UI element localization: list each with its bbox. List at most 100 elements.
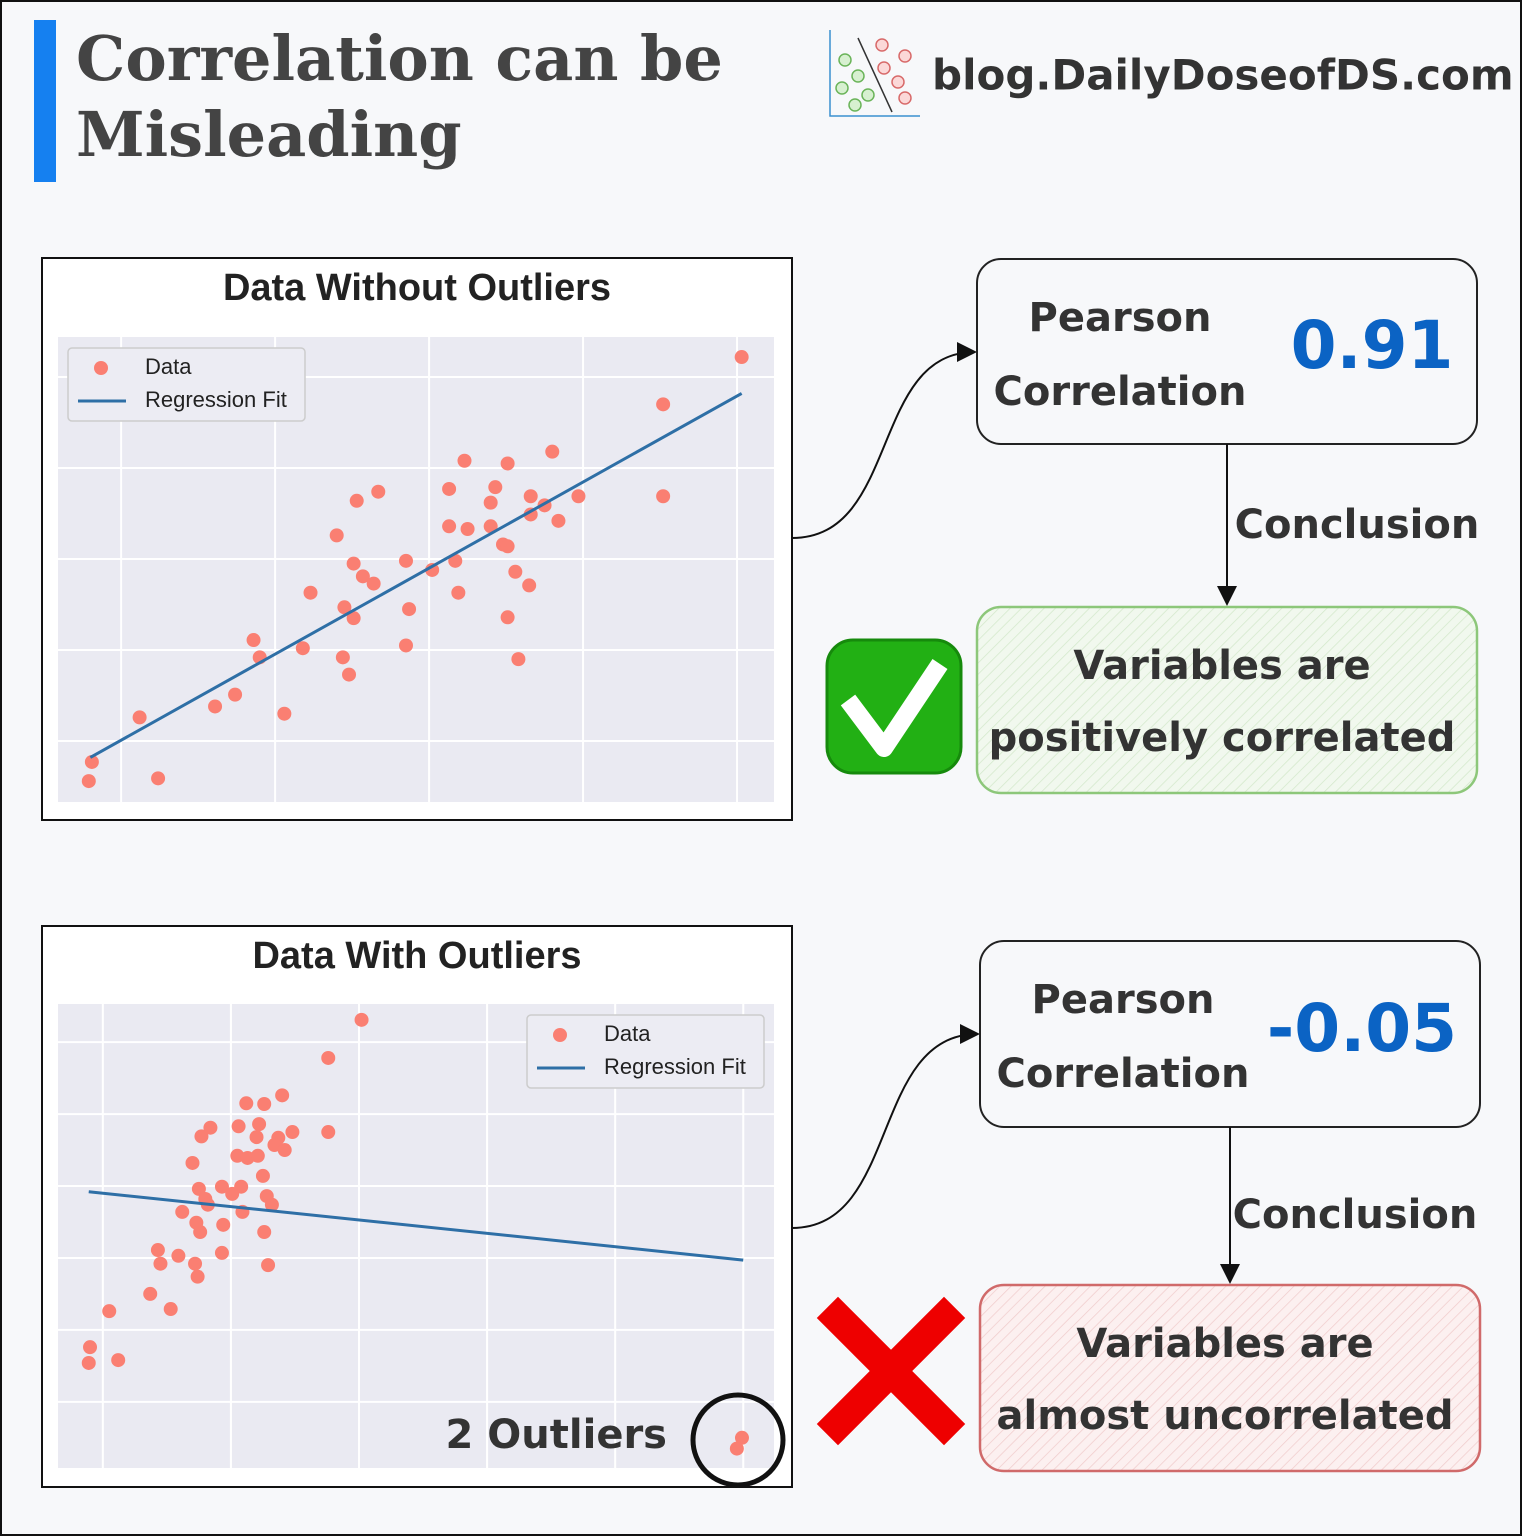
- metric-label: Correlation: [994, 369, 1247, 415]
- data-point: [729, 1441, 744, 1456]
- data-point: [231, 1119, 246, 1134]
- data-point: [261, 1258, 276, 1273]
- metric-label: Correlation: [997, 1051, 1250, 1097]
- data-point: [214, 1179, 229, 1194]
- data-point: [371, 484, 386, 499]
- data-point: [488, 480, 503, 495]
- legend-box: [67, 347, 306, 422]
- data-point: [508, 564, 523, 579]
- title: Misleading: [76, 98, 462, 171]
- data-point: [734, 1430, 749, 1445]
- data-point: [349, 493, 364, 508]
- data-point: [193, 1225, 208, 1240]
- data-point: [346, 611, 361, 626]
- cross-icon: [816, 1296, 966, 1446]
- data-point: [150, 1243, 165, 1258]
- data-point: [402, 602, 417, 617]
- data-point: [460, 522, 475, 537]
- data-point: [246, 633, 261, 648]
- regression-line: [88, 1190, 744, 1262]
- data-point: [337, 600, 352, 615]
- data-point: [656, 489, 671, 504]
- title: Correlation can be: [76, 22, 723, 95]
- accent-bar: [34, 20, 56, 182]
- data-point: [153, 1256, 168, 1271]
- data-point: [355, 569, 370, 584]
- data-point: [277, 706, 292, 721]
- data-point: [203, 1120, 218, 1135]
- data-point: [132, 710, 147, 725]
- data-point: [321, 1050, 336, 1065]
- chart: Data Without Outliers Data Regression Fit: [41, 257, 793, 821]
- data-point: [500, 539, 515, 554]
- data-point: [483, 495, 498, 510]
- data-point: [442, 519, 457, 534]
- data-point: [734, 350, 749, 365]
- data-point: [208, 699, 223, 714]
- data-point: [264, 1197, 279, 1212]
- data-point: [188, 1256, 203, 1271]
- data-point: [102, 1304, 117, 1319]
- chart-title: Data With Outliers: [252, 935, 581, 977]
- data-point: [354, 1012, 369, 1027]
- data-point: [275, 1088, 290, 1103]
- arrow-label: Conclusion: [1235, 502, 1480, 548]
- data-point: [185, 1155, 200, 1170]
- data-point: [239, 1096, 254, 1111]
- legend-label: Regression Fit: [145, 387, 287, 412]
- data-point: [335, 650, 350, 665]
- data-point: [163, 1302, 178, 1317]
- metric-label: Pearson: [1032, 977, 1215, 1023]
- data-point: [398, 638, 413, 653]
- data-point: [398, 553, 413, 568]
- data-point: [483, 519, 498, 534]
- data-point: [321, 1125, 336, 1140]
- conclusion-text: almost uncorrelated: [996, 1393, 1453, 1439]
- data-point: [571, 489, 586, 504]
- data-point: [255, 1168, 270, 1183]
- data-point: [225, 1186, 240, 1201]
- data-point: [194, 1129, 209, 1144]
- data-point: [303, 585, 318, 600]
- data-point: [81, 774, 96, 789]
- data-point: [171, 1248, 186, 1263]
- data-point: [214, 1245, 229, 1260]
- data-point: [257, 1225, 272, 1240]
- regression-line: [89, 392, 743, 759]
- data-point: [545, 444, 560, 459]
- data-point: [252, 1117, 267, 1132]
- arrow: [791, 342, 977, 539]
- data-point: [366, 576, 381, 591]
- data-point: [143, 1286, 158, 1301]
- data-point: [216, 1217, 231, 1232]
- arrow: [791, 1024, 980, 1229]
- data-point: [442, 481, 457, 496]
- arrow-label: Conclusion: [1233, 1192, 1478, 1238]
- data-point: [511, 652, 526, 667]
- data-point: [329, 528, 344, 543]
- site-url: blog.DailyDoseofDS.com: [932, 51, 1514, 100]
- data-point: [448, 553, 463, 568]
- legend-label: Data: [604, 1021, 651, 1046]
- conclusion-text: Variables are: [1076, 1321, 1373, 1367]
- metric-label: Pearson: [1029, 295, 1212, 341]
- check-icon: [825, 638, 963, 775]
- data-point: [425, 562, 440, 577]
- data-point: [285, 1125, 300, 1140]
- legend-box: [526, 1014, 765, 1089]
- data-point: [500, 610, 515, 625]
- metric-value: -0.05: [1267, 990, 1457, 1067]
- legend-marker: [94, 361, 108, 375]
- conclusion-text: Variables are: [1073, 643, 1370, 689]
- data-point: [656, 397, 671, 412]
- logo-icon: [829, 30, 920, 117]
- metric-value: 0.91: [1291, 307, 1454, 384]
- data-point: [551, 513, 566, 528]
- data-point: [191, 1181, 206, 1196]
- data-point: [500, 456, 515, 471]
- data-point: [111, 1353, 126, 1368]
- data-point: [257, 1096, 272, 1111]
- data-point: [175, 1204, 190, 1219]
- annotation-ring: [690, 1392, 786, 1488]
